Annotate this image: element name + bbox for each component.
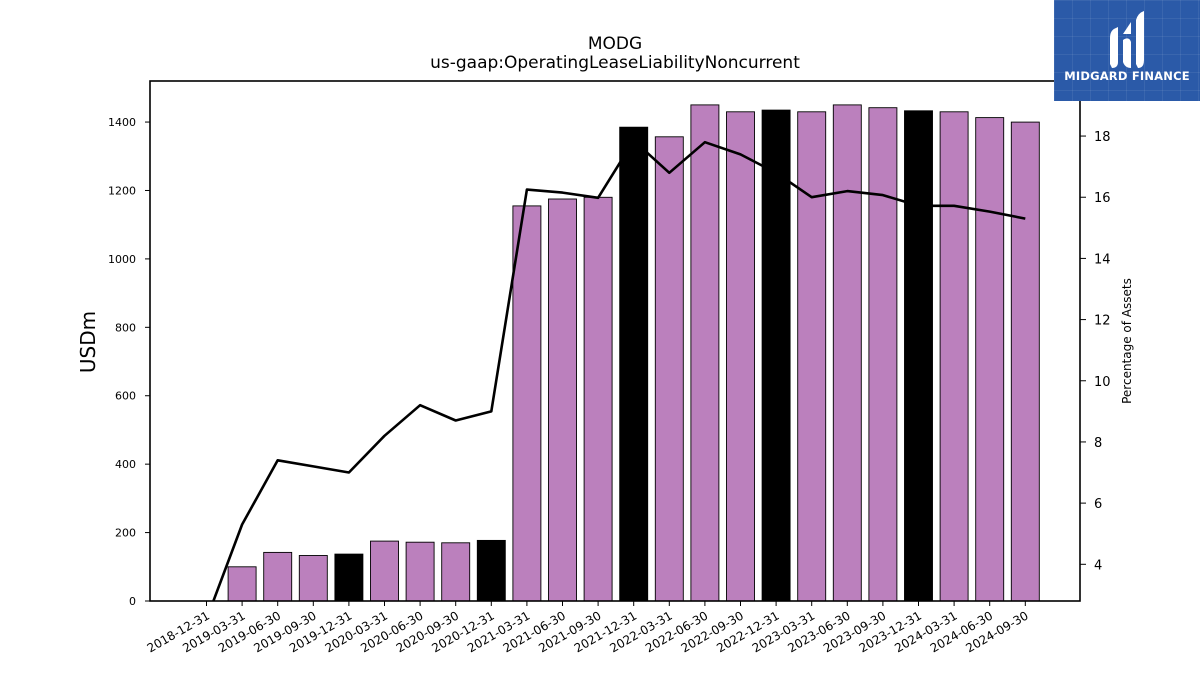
bar [868,107,898,602]
y2-tick-label: 14 [1094,252,1111,267]
y2-tick-label: 6 [1094,497,1102,512]
bar [227,566,257,602]
chart-title: MODG [588,34,642,54]
y-tick-label: 400 [115,458,136,471]
y2-tick-label: 18 [1094,130,1111,145]
bar [619,126,649,602]
chart-subtitle: us-gaap:OperatingLeaseLiabilityNoncurren… [430,53,800,73]
y-tick-label: 1400 [108,116,136,129]
logo-text: MIDGARD FINANCE [1064,69,1190,83]
bar [334,553,364,602]
y-tick-label: 1200 [108,184,136,197]
logo-mark-icon [1110,11,1144,68]
bar [512,205,542,602]
bar [405,541,435,602]
bar [263,551,293,602]
plot-frame [149,80,1081,602]
bar [370,540,399,602]
bar [548,198,577,602]
bar [583,196,613,602]
y-tick-label: 1000 [108,253,136,266]
bar [654,136,684,602]
bar [298,555,328,602]
bar [939,111,969,602]
bar [476,539,506,602]
y2-tick-label: 4 [1094,558,1102,573]
y2-tick-label: 16 [1094,191,1111,206]
midgard-finance-logo: MIDGARD FINANCE [1054,0,1200,101]
y2-tick-label: 10 [1094,375,1111,390]
y2-axis-label: Percentage of Assets [1120,278,1134,404]
bar [1010,121,1040,602]
series-line [212,139,1026,601]
bar [832,104,862,602]
y-tick-label: 800 [115,321,136,334]
bar [690,104,720,602]
bar [975,117,1005,602]
plot-area: 0200400600800100012001400468101214161820… [108,80,1111,655]
y2-tick-label: 12 [1094,314,1111,329]
bar [761,109,791,602]
bar [904,110,933,602]
y-tick-label: 200 [115,527,136,540]
y-tick-label: 0 [129,595,136,608]
y2-tick-label: 8 [1094,436,1102,451]
bar [441,542,471,602]
bar [726,111,755,602]
bar [797,111,827,602]
y-tick-label: 600 [115,390,136,403]
y-axis-label: USDm [76,311,100,373]
